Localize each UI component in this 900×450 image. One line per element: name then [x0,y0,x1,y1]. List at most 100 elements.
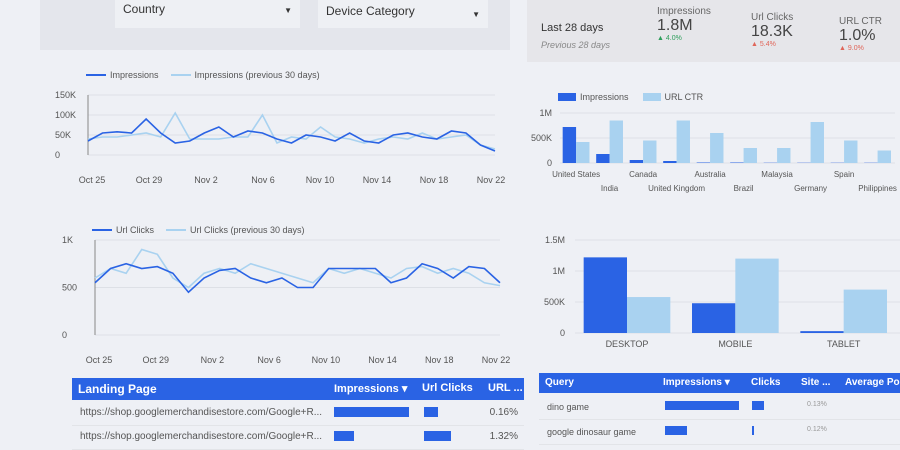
legend-swatch [92,229,112,231]
y-tick-label: 500 [62,283,77,293]
landing-page-url: https://shop.googlemerchandisestore.com/… [80,407,323,418]
col-impressions[interactable]: Impressions ▾ [334,383,408,395]
series-line-current [87,117,496,152]
x-tick-label: Nov 18 [425,355,454,365]
impressions-bar [665,401,739,410]
bar-series-2 [643,140,657,163]
metric-impressions: Impressions 1.8M ▲ 4.0% [657,6,711,42]
bar-series-1 [629,160,644,163]
url-clicks-legend: Url Clicks Url Clicks (previous 30 days) [92,225,305,235]
country-legend: Impressions URL CTR [558,92,703,102]
metric-delta: ▲ 5.4% [751,41,776,48]
metric-label: Impressions [657,6,711,17]
query-text: google dinosaur game [547,427,637,437]
metric-value: 18.3K [751,23,793,40]
y-tick-label: 1M [539,108,552,118]
col-landing-page[interactable]: Landing Page [78,382,157,396]
x-tick-label: Oct 29 [142,355,169,365]
bar-series-2 [777,148,791,163]
country-filter[interactable]: Country ▼ [115,0,300,28]
device-filter-label: Device Category [326,4,415,18]
metric-label: Url Clicks [751,12,794,23]
table-row[interactable]: dino game 0.13% [539,395,900,420]
category-label: Philippines [858,184,897,193]
y-tick-label: 0 [547,158,552,168]
x-tick-label: Nov 22 [477,175,506,185]
table-row[interactable]: https://shop.googlemerchandisestore.com/… [72,402,524,426]
bar-series-2 [843,289,887,333]
url-clicks-bar [424,431,451,441]
bar-series-2 [609,120,623,163]
url-clicks-bar [424,407,438,417]
legend-label: Impressions [580,92,629,102]
x-tick-label: Nov 22 [482,355,511,365]
legend-swatch [558,93,576,101]
bar-series-1 [800,331,844,333]
category-label: Brazil [734,184,754,193]
country-filter-label: Country [123,2,166,16]
bar-series-2 [735,258,779,333]
y-tick-label: 150K [55,90,76,100]
x-tick-label: Oct 25 [86,355,113,365]
series-line-current [94,262,501,294]
category-label: Spain [834,170,854,179]
bar-series-1 [663,161,677,163]
category-label: DESKTOP [606,339,649,349]
dropdown-arrow-icon: ▼ [284,6,292,15]
bar-series-1 [596,154,610,163]
legend-label: Impressions (previous 30 days) [194,70,320,80]
y-tick-label: 1.5M [545,235,565,245]
bar-series-1 [692,303,736,333]
series-line-previous [94,248,501,289]
legend-swatch [86,74,106,76]
category-label: Germany [794,184,827,193]
legend-swatch [170,74,191,76]
y-tick-label: 1M [552,266,565,276]
col-url-clicks[interactable]: Url Clicks [422,382,473,394]
bar-series-1 [583,257,627,333]
category-label: Malaysia [761,170,793,179]
x-tick-label: Nov 2 [194,175,218,185]
category-label: United States [552,170,600,179]
filter-bar: Country ▼ Device Category ▼ [40,0,510,50]
metric-url-ctr: URL CTR 1.0% ▲ 9.0% [839,16,882,52]
metric-label: URL CTR [839,16,882,27]
col-query[interactable]: Query [545,377,574,388]
bar-series-2 [576,142,590,163]
x-tick-label: Oct 25 [79,175,106,185]
device-category-filter[interactable]: Device Category ▼ [318,0,488,28]
bar-series-1 [696,162,711,163]
clicks-bar [752,426,755,435]
metric-value: 1.0% [839,27,876,44]
clicks-bar [752,401,764,410]
query-table-header: Query Impressions ▾ Clicks Site ... Aver… [539,373,900,393]
x-tick-label: Oct 29 [136,175,163,185]
landing-table-header: Landing Page Impressions ▾ Url Clicks UR… [72,378,524,400]
legend-label: Url Clicks [116,225,154,235]
y-tick-label: 0 [55,150,60,160]
landing-page-url: https://shop.googlemerchandisestore.com/… [80,431,323,442]
x-tick-label: Nov 2 [201,355,225,365]
col-url-ctr[interactable]: URL ... [488,382,523,394]
col-average-position[interactable]: Average Positi... [845,377,900,388]
table-row[interactable]: google dinosaur game 0.12% [539,420,900,445]
bar-series-2 [743,148,757,163]
scorecard: Last 28 days Previous 28 days Impression… [527,0,900,62]
x-tick-label: Nov 18 [420,175,449,185]
legend-label: URL CTR [664,92,704,102]
bar-series-2 [877,150,891,163]
bar-series-2 [844,140,858,163]
x-tick-label: Nov 6 [251,175,275,185]
bar-series-2 [627,297,671,333]
table-row[interactable]: https://shop.googlemerchandisestore.com/… [72,426,524,450]
category-label: India [601,184,619,193]
metric-value: 1.8M [657,17,693,34]
bar-series-2 [710,133,724,163]
bar-series-1 [562,127,577,163]
y-tick-label: 0 [62,330,67,340]
col-clicks[interactable]: Clicks [751,377,781,388]
col-site[interactable]: Site ... [801,377,831,388]
col-impressions[interactable]: Impressions ▾ [663,377,730,388]
bar-series-2 [810,122,824,163]
